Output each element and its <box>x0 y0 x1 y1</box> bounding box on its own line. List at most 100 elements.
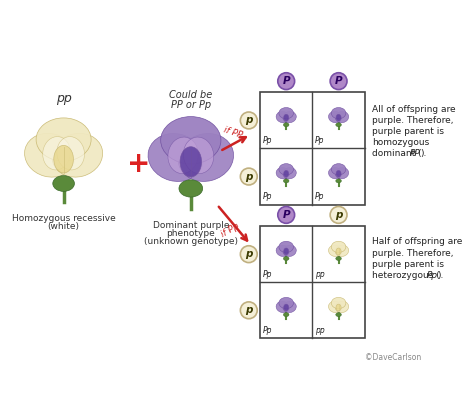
Circle shape <box>240 168 257 185</box>
Ellipse shape <box>279 297 293 308</box>
Ellipse shape <box>36 118 91 161</box>
Ellipse shape <box>283 248 289 255</box>
Ellipse shape <box>283 168 296 179</box>
Circle shape <box>278 207 295 223</box>
Ellipse shape <box>283 123 289 127</box>
Ellipse shape <box>279 241 293 252</box>
Text: Pp: Pp <box>315 136 325 145</box>
Ellipse shape <box>183 137 214 174</box>
Text: Dominant purple: Dominant purple <box>153 220 229 230</box>
Ellipse shape <box>283 245 296 256</box>
Ellipse shape <box>148 133 203 181</box>
Ellipse shape <box>276 111 290 123</box>
Ellipse shape <box>336 179 341 183</box>
Text: heterozygous (: heterozygous ( <box>372 271 440 280</box>
Bar <box>260 92 365 205</box>
Text: homozygous: homozygous <box>372 138 429 147</box>
Ellipse shape <box>283 301 296 312</box>
Text: if Pp: if Pp <box>219 221 241 239</box>
Text: Pp: Pp <box>263 326 273 335</box>
Ellipse shape <box>279 164 293 175</box>
Ellipse shape <box>331 107 346 119</box>
Circle shape <box>240 246 257 263</box>
Text: Pp: Pp <box>427 271 438 280</box>
Text: p: p <box>245 172 253 181</box>
Text: (white): (white) <box>47 222 80 231</box>
Ellipse shape <box>335 168 349 179</box>
Text: pp: pp <box>56 92 72 105</box>
Text: Pp: Pp <box>263 269 273 279</box>
Text: phenotype: phenotype <box>166 229 215 238</box>
Ellipse shape <box>336 304 341 311</box>
Text: purple parent is: purple parent is <box>372 260 444 269</box>
Ellipse shape <box>283 304 289 311</box>
Ellipse shape <box>328 245 342 256</box>
Text: ©DaveCarlson: ©DaveCarlson <box>365 353 421 361</box>
Ellipse shape <box>335 245 349 256</box>
Ellipse shape <box>328 301 342 312</box>
Ellipse shape <box>336 313 341 317</box>
Text: purple. Therefore,: purple. Therefore, <box>372 249 454 258</box>
Text: pp: pp <box>315 269 325 279</box>
Ellipse shape <box>283 111 296 123</box>
Ellipse shape <box>336 123 341 127</box>
Ellipse shape <box>283 257 289 261</box>
Ellipse shape <box>336 248 341 255</box>
Text: ).: ). <box>420 149 426 158</box>
Text: PP or Pp: PP or Pp <box>171 100 211 109</box>
Ellipse shape <box>331 241 346 252</box>
Text: Homozygous recessive: Homozygous recessive <box>12 214 116 223</box>
Ellipse shape <box>52 133 103 177</box>
Ellipse shape <box>328 111 342 123</box>
Ellipse shape <box>328 168 342 179</box>
Ellipse shape <box>179 180 202 197</box>
Text: p: p <box>245 249 253 259</box>
Ellipse shape <box>25 133 75 177</box>
Ellipse shape <box>336 114 341 121</box>
Circle shape <box>330 73 347 90</box>
Text: p: p <box>245 115 253 125</box>
Text: Pp: Pp <box>263 192 273 201</box>
Text: Could be: Could be <box>169 90 212 100</box>
Ellipse shape <box>336 257 341 261</box>
Ellipse shape <box>180 147 201 177</box>
Text: p: p <box>335 210 342 220</box>
Ellipse shape <box>161 117 221 164</box>
Ellipse shape <box>54 145 73 173</box>
Ellipse shape <box>336 170 341 177</box>
Ellipse shape <box>283 170 289 177</box>
Text: purple. Therefore,: purple. Therefore, <box>372 116 454 125</box>
Ellipse shape <box>178 133 234 181</box>
Text: P: P <box>283 210 290 220</box>
Text: P: P <box>283 76 290 86</box>
Text: dominant (: dominant ( <box>372 149 422 158</box>
Ellipse shape <box>335 111 349 123</box>
Ellipse shape <box>276 168 290 179</box>
Text: (unknown genotype): (unknown genotype) <box>144 237 238 246</box>
Ellipse shape <box>283 313 289 317</box>
Ellipse shape <box>283 179 289 183</box>
Ellipse shape <box>279 107 293 119</box>
Text: Pp: Pp <box>263 136 273 145</box>
Text: if PP: if PP <box>222 125 244 140</box>
Text: PP: PP <box>410 149 420 158</box>
Text: P: P <box>335 76 342 86</box>
Ellipse shape <box>53 176 74 191</box>
Ellipse shape <box>276 301 290 312</box>
Circle shape <box>330 207 347 223</box>
Ellipse shape <box>335 301 349 312</box>
Circle shape <box>240 112 257 129</box>
Ellipse shape <box>283 114 289 121</box>
Text: p: p <box>245 305 253 315</box>
Text: purple parent is: purple parent is <box>372 127 444 136</box>
Text: Half of offspring are: Half of offspring are <box>372 237 463 246</box>
Bar <box>260 226 365 338</box>
Text: pp: pp <box>315 326 325 335</box>
Text: ).: ). <box>437 271 443 280</box>
Ellipse shape <box>331 164 346 175</box>
Ellipse shape <box>43 137 70 170</box>
Circle shape <box>240 302 257 319</box>
Text: All of offspring are: All of offspring are <box>372 105 456 113</box>
Text: Pp: Pp <box>315 192 325 201</box>
Ellipse shape <box>276 245 290 256</box>
